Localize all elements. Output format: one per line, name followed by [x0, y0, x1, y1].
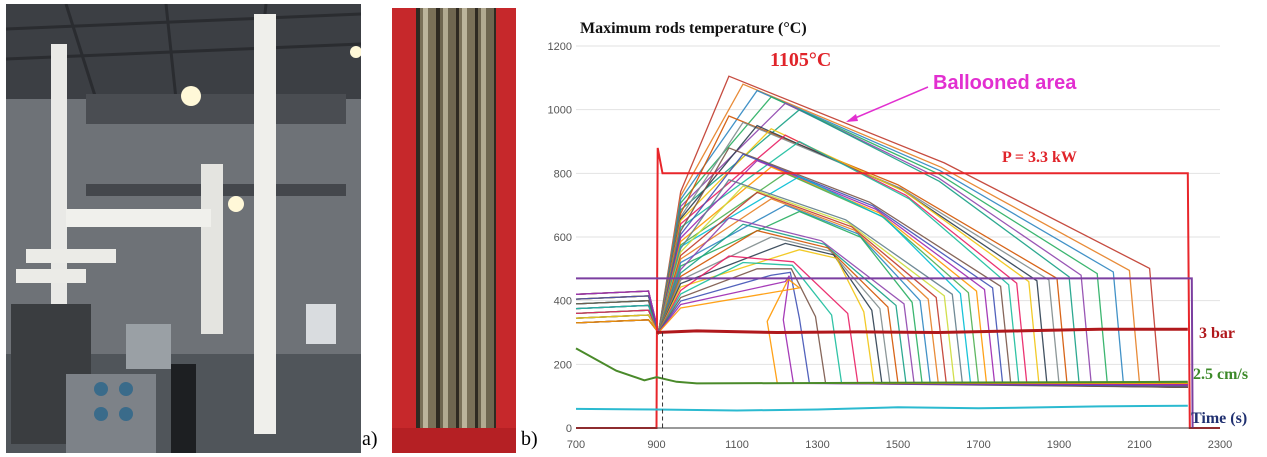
x-tick-label: 2300 — [1208, 439, 1232, 451]
rod-temperature-line — [575, 255, 1188, 386]
x-tick-label: 900 — [647, 439, 665, 451]
power-annotation: P = 3.3 kW — [1002, 149, 1077, 166]
y-tick-label: 600 — [554, 232, 572, 244]
y-tick-label: 0 — [566, 423, 572, 435]
rod-temperature-line — [575, 261, 1188, 385]
x-tick-label: 700 — [567, 439, 585, 451]
series-green-velocity-line — [575, 347, 1188, 385]
y-tick-label: 1000 — [548, 105, 572, 117]
velocity-annotation: 2.5 cm/s — [1193, 366, 1248, 383]
axis-ticks: 0 200 400 600 800 1000 1200 700 900 1100 1300 1500 1… — [548, 41, 1233, 451]
x-tick-label: 1500 — [886, 439, 910, 451]
x-tick-label: 1700 — [966, 439, 990, 451]
y-tick-label: 800 — [554, 168, 572, 180]
temperature-chart: 0 200 400 600 800 1000 1200 700 900 1100 1300 1500 1… — [548, 20, 1249, 451]
rod-temperature-line — [575, 128, 1188, 387]
ballooned-annotation: Ballooned area — [933, 72, 1077, 94]
x-axis-label: Time (s) — [1191, 410, 1247, 427]
rod-temperature-line — [575, 75, 1188, 388]
grid-lines — [576, 45, 1220, 429]
rod-temperature-line — [575, 83, 1188, 387]
series-purple-level-line — [576, 277, 1194, 429]
series-cyan-line — [575, 404, 1188, 412]
rod-temperature-line — [575, 268, 1188, 388]
pressure-annotation: 3 bar — [1199, 325, 1235, 342]
panel-label-b: b) — [521, 428, 538, 450]
facility-photo — [6, 4, 361, 453]
rod-temperature-curves — [575, 75, 1188, 388]
y-tick-label: 400 — [554, 296, 572, 308]
rod-temperature-line — [575, 271, 1188, 387]
rod-temperature-line — [575, 89, 1188, 386]
rods-photo — [392, 8, 516, 453]
peak-annotation: 1105°C — [770, 49, 831, 71]
y-tick-label: 1200 — [548, 41, 572, 53]
ballooned-arrowhead — [846, 114, 858, 122]
y-tick-label: 200 — [554, 359, 572, 371]
ballooned-arrow — [847, 86, 929, 122]
x-tick-label: 2100 — [1127, 439, 1151, 451]
rod-temperature-line — [575, 278, 1188, 385]
panel-label-a: a) — [362, 428, 378, 450]
series-pressure-line — [656, 327, 1188, 335]
rod-temperature-line — [575, 275, 1188, 386]
x-tick-label: 1300 — [805, 439, 829, 451]
x-tick-label: 1100 — [725, 439, 749, 451]
rod-temperature-line — [575, 115, 1188, 386]
rod-temperature-line — [575, 249, 1188, 387]
x-tick-label: 1900 — [1047, 439, 1071, 451]
rod-temperature-line — [575, 229, 1188, 386]
chart-title: Maximum rods temperature (°C) — [580, 20, 807, 37]
